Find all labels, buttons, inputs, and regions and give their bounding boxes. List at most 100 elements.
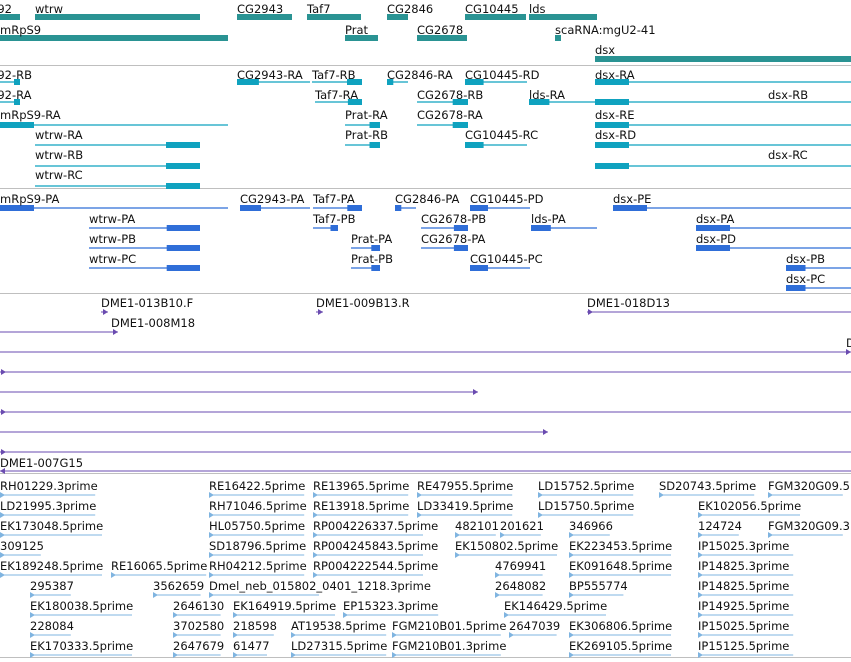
protein-exon[interactable] <box>453 225 468 231</box>
protein-label[interactable]: dsx-PD <box>696 232 737 246</box>
transcript-exon[interactable] <box>369 122 381 128</box>
gene-bar[interactable] <box>465 14 526 20</box>
est-label[interactable]: LD15750.5prime <box>538 499 635 513</box>
est-label[interactable]: 218598 <box>233 619 277 633</box>
est-label[interactable]: EK269105.5prime <box>569 639 673 653</box>
transcript-label[interactable]: dsx-RD <box>595 128 637 142</box>
transcript-label[interactable]: Taf7-RA <box>315 88 359 102</box>
transcript-label[interactable]: CG2846-RA <box>387 68 453 82</box>
est-label[interactable]: EK146429.5prime <box>504 599 608 613</box>
transcript-label[interactable]: wtrw-RA <box>35 128 83 142</box>
clone-label[interactable]: DME1-007G15 <box>0 456 84 470</box>
est-label[interactable]: RP004245843.5prime <box>313 539 439 553</box>
gene-label[interactable]: mRpS9 <box>0 23 42 37</box>
gene-label[interactable]: scaRNA:mgU2-41 <box>555 23 656 37</box>
est-label[interactable]: FGM210B01.3prime <box>392 639 507 653</box>
est-label[interactable]: IP15125.5prime <box>698 639 790 653</box>
transcript-label[interactable]: Taf7-RB <box>312 68 356 82</box>
transcript-exon[interactable] <box>452 122 468 128</box>
est-label[interactable]: FGM320G09.3 <box>768 519 850 533</box>
clone-label[interactable]: DME1-013B10.F <box>101 296 194 310</box>
protein-exon[interactable] <box>696 225 730 231</box>
protein-exon[interactable] <box>166 245 200 251</box>
protein-label[interactable]: CG2846-PA <box>395 192 460 206</box>
protein-label[interactable]: dsx-PA <box>696 212 735 226</box>
est-label[interactable]: Dmel_neb_015802_0401_1218.3prime <box>209 579 431 593</box>
protein-label[interactable]: wtrw-PA <box>89 212 136 226</box>
transcript-exon[interactable] <box>166 163 200 169</box>
protein-label[interactable]: Prat-PB <box>351 252 393 266</box>
protein-label[interactable]: Taf7-PB <box>313 212 356 226</box>
gene-label[interactable]: CG2678 <box>417 23 464 37</box>
clone-label[interactable]: D <box>846 336 851 350</box>
protein-label[interactable]: CG10445-PC <box>470 252 543 266</box>
transcript-label[interactable]: wtrw-RB <box>35 148 84 162</box>
protein-label[interactable]: wtrw-PC <box>89 252 137 266</box>
protein-exon[interactable] <box>696 245 730 251</box>
transcript-label[interactable]: Prat-RB <box>345 128 389 142</box>
transcript-label[interactable]: dsx-RC <box>768 148 808 162</box>
est-label[interactable]: 228084 <box>30 619 74 633</box>
protein-exon[interactable] <box>470 205 488 211</box>
transcript-label[interactable]: dsx-RB <box>768 88 809 102</box>
est-label[interactable]: RE16065.5prime <box>111 559 208 573</box>
est-label[interactable]: 3562659 <box>153 579 205 593</box>
transcript-exon[interactable] <box>595 79 629 85</box>
clone-label[interactable]: DME1-008M18 <box>111 316 196 330</box>
gene-label[interactable]: wtrw <box>35 2 64 16</box>
transcript-label[interactable]: CG2943-RA <box>237 68 303 82</box>
transcript-exon[interactable] <box>0 122 34 128</box>
gene-label[interactable]: dsx <box>595 43 616 57</box>
protein-label[interactable]: CG2678-PB <box>421 212 487 226</box>
est-label[interactable]: EK189248.5prime <box>0 559 104 573</box>
transcript-label[interactable]: CG10445-RD <box>465 68 540 82</box>
est-label[interactable]: EK164919.5prime <box>233 599 337 613</box>
transcript-label[interactable]: mRpS9-RA <box>0 108 61 122</box>
est-label[interactable]: LD33419.5prime <box>417 499 514 513</box>
est-label[interactable]: EK173048.5prime <box>0 519 104 533</box>
transcript-exon[interactable] <box>452 99 468 105</box>
gene-bar[interactable] <box>345 35 378 41</box>
est-label[interactable]: RE13918.5prime <box>313 499 410 513</box>
est-label[interactable]: 2646130 <box>173 599 225 613</box>
est-label[interactable]: RH01229.3prime <box>0 479 98 493</box>
transcript-label[interactable]: 092-RB <box>0 68 32 82</box>
est-label[interactable]: EP15323.3prime <box>343 599 439 613</box>
est-label[interactable]: IP14825.5prime <box>698 579 790 593</box>
protein-label[interactable]: Prat-PA <box>351 232 393 246</box>
est-label[interactable]: RE47955.5prime <box>417 479 514 493</box>
est-label[interactable]: 4769941 <box>495 559 547 573</box>
est-label[interactable]: LD21995.3prime <box>0 499 97 513</box>
transcript-label[interactable]: dsx-RE <box>595 108 635 122</box>
gene-label[interactable]: CG10445 <box>465 2 519 16</box>
protein-exon[interactable] <box>166 225 200 231</box>
transcript-label[interactable]: CG2678-RA <box>417 108 483 122</box>
est-label[interactable]: IP14825.3prime <box>698 559 790 573</box>
protein-label[interactable]: Taf7-PA <box>313 192 355 206</box>
protein-label[interactable]: dsx-PC <box>786 272 826 286</box>
transcript-exon[interactable] <box>595 142 629 148</box>
protein-label[interactable]: mRpS9-PA <box>0 192 60 206</box>
protein-exon[interactable] <box>531 225 551 231</box>
gene-bar[interactable] <box>555 35 561 41</box>
transcript-exon[interactable] <box>347 99 362 105</box>
protein-exon[interactable] <box>786 285 806 291</box>
est-label[interactable]: RE13965.5prime <box>313 479 410 493</box>
est-label[interactable]: SD20743.5prime <box>659 479 757 493</box>
gene-bar[interactable] <box>35 14 200 20</box>
est-label[interactable]: RP004222544.5prime <box>313 559 439 573</box>
gene-bar[interactable] <box>595 56 851 62</box>
clone-label[interactable]: DME1-018D13 <box>587 296 670 310</box>
transcript-exon[interactable] <box>595 122 629 128</box>
transcript-label[interactable]: Prat-RA <box>345 108 388 122</box>
transcript-label[interactable]: dsx-RA <box>595 68 635 82</box>
est-label[interactable]: RP004226337.5prime <box>313 519 439 533</box>
est-label[interactable]: EK102056.5prime <box>698 499 802 513</box>
transcript-label[interactable]: 092-RA <box>0 88 32 102</box>
gene-bar[interactable] <box>387 14 408 20</box>
protein-label[interactable]: dsx-PB <box>786 252 826 266</box>
est-label[interactable]: IP15025.3prime <box>698 539 790 553</box>
est-label[interactable]: 295387 <box>30 579 74 593</box>
est-label[interactable]: FGM320G09.5 <box>768 479 850 493</box>
gene-bar[interactable] <box>417 35 467 41</box>
